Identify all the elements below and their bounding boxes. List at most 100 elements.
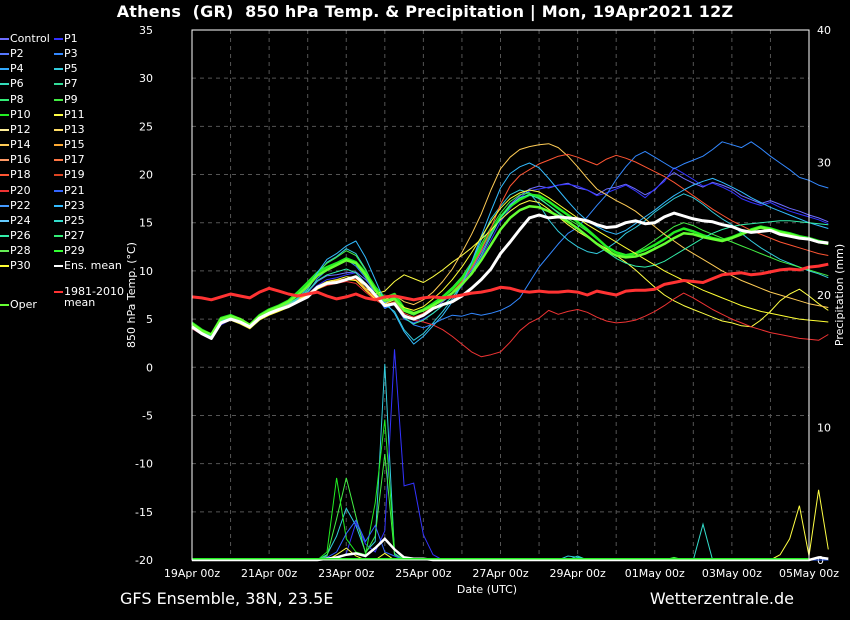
legend-label: P28 xyxy=(10,244,31,258)
legend-label: P22 xyxy=(10,198,31,212)
legend-item: P28 xyxy=(0,244,31,258)
legend-item: P14 xyxy=(0,138,31,152)
legend-swatch xyxy=(54,265,63,268)
legend-item: P12 xyxy=(0,123,31,137)
legend-label: P11 xyxy=(64,107,85,121)
legend-swatch xyxy=(54,174,63,177)
legend-swatch xyxy=(0,159,9,162)
precipitation-lines xyxy=(192,349,829,562)
y2-tick-label: 30 xyxy=(817,157,831,170)
legend-label: P24 xyxy=(10,213,31,227)
grid xyxy=(191,29,810,561)
legend-label: P19 xyxy=(64,168,85,182)
legend-item: P11 xyxy=(54,108,85,122)
legend-swatch xyxy=(54,128,63,131)
y2-tick-label: 10 xyxy=(817,422,831,435)
y-tick-label: -15 xyxy=(135,506,153,519)
precip-line-p21 xyxy=(192,519,829,561)
legend-item: P16 xyxy=(0,153,31,167)
legend-label: P16 xyxy=(10,153,31,167)
x-tick-label: 23Apr 00z xyxy=(318,567,375,580)
legend-item: P20 xyxy=(0,184,31,198)
legend-label: P29 xyxy=(64,244,85,258)
legend-label: P20 xyxy=(10,183,31,197)
x-axis-ticks: 19Apr 00z 21Apr 00z 23Apr 00z 25Apr 00z 27Ap… xyxy=(164,567,839,580)
y-tick-label: 5 xyxy=(146,313,153,326)
legend-swatch xyxy=(0,128,9,131)
x-tick-label: 05May 00z xyxy=(779,567,839,580)
legend-swatch xyxy=(0,304,9,306)
legend-item: P27 xyxy=(54,229,85,243)
legend-swatch xyxy=(0,234,9,237)
legend-swatch xyxy=(0,189,9,192)
y-tick-label: 20 xyxy=(139,169,153,182)
legend-item: Ens. mean xyxy=(54,259,122,273)
y-tick-label: -10 xyxy=(135,458,153,471)
legend-item: P4 xyxy=(0,62,24,76)
legend-item: P22 xyxy=(0,199,31,213)
legend-label: P17 xyxy=(64,153,85,167)
legend-swatch xyxy=(54,219,63,222)
legend-label: Control xyxy=(10,32,50,45)
x-tick-label: 19Apr 00z xyxy=(164,567,221,580)
source-credit[interactable]: Wetterzentrale.de xyxy=(649,589,794,608)
x-axis-label: Date (UTC) xyxy=(457,583,517,596)
legend-item: P29 xyxy=(54,244,85,258)
legend-item: P7 xyxy=(54,77,78,91)
legend-label: P13 xyxy=(64,122,85,136)
y2-tick-label: 20 xyxy=(817,289,831,302)
y-tick-label: 35 xyxy=(139,24,153,37)
legend-swatch xyxy=(54,68,63,71)
legend-item: Control xyxy=(0,32,50,46)
legend-swatch xyxy=(0,174,9,177)
x-tick-label: 21Apr 00z xyxy=(241,567,298,580)
page-title: Athens (GR) 850 hPa Temp. & Precipitatio… xyxy=(116,2,734,21)
legend-label: P23 xyxy=(64,198,85,212)
legend-swatch xyxy=(54,144,63,147)
legend-item: P5 xyxy=(54,62,78,76)
member-line-p26 xyxy=(191,194,829,336)
legend-label: P26 xyxy=(10,228,31,242)
legend-item: P13 xyxy=(54,123,85,137)
y-tick-label: 0 xyxy=(146,361,153,374)
plot-frame xyxy=(191,29,810,561)
x-tick-label: 03May 00z xyxy=(702,567,762,580)
legend-item: P15 xyxy=(54,138,85,152)
legend-swatch xyxy=(54,250,63,253)
legend-item: P25 xyxy=(54,214,85,228)
legend-label: 1981-2010 mean xyxy=(64,285,124,309)
legend-item: P1 xyxy=(54,32,78,46)
legend-swatch xyxy=(0,265,9,268)
precip-line-p25 xyxy=(192,522,829,561)
member-line-control xyxy=(191,172,829,337)
legend-item: Oper xyxy=(0,298,37,312)
legend-label: P8 xyxy=(10,92,24,106)
legend-label: P14 xyxy=(10,138,31,152)
ensemble-member-lines xyxy=(191,141,829,358)
legend-swatch xyxy=(54,38,63,40)
legend-item: P24 xyxy=(0,214,31,228)
legend-item: P8 xyxy=(0,93,24,107)
legend-label: P5 xyxy=(64,62,78,76)
legend-label: P3 xyxy=(64,47,78,61)
legend-item: P30 xyxy=(0,259,31,273)
legend-swatch xyxy=(54,98,63,101)
legend-swatch xyxy=(54,234,63,237)
legend-swatch xyxy=(54,113,63,116)
legend-item: 1981-2010 mean xyxy=(54,286,126,308)
series-line-ens-mean xyxy=(191,211,829,340)
y2-axis-label: Precipitation (mm) xyxy=(833,244,846,346)
legend-label: P30 xyxy=(10,259,31,273)
legend-swatch xyxy=(0,204,9,207)
legend-item: P26 xyxy=(0,229,31,243)
x-tick-label: 25Apr 00z xyxy=(395,567,452,580)
legend-item: P6 xyxy=(0,77,24,91)
legend-label: P1 xyxy=(64,32,78,45)
x-tick-label: 01May 00z xyxy=(625,567,685,580)
legend-swatch xyxy=(0,68,9,71)
precip-line-p10 xyxy=(192,419,829,561)
legend-item: P2 xyxy=(0,47,24,61)
legend-label: P21 xyxy=(64,183,85,197)
